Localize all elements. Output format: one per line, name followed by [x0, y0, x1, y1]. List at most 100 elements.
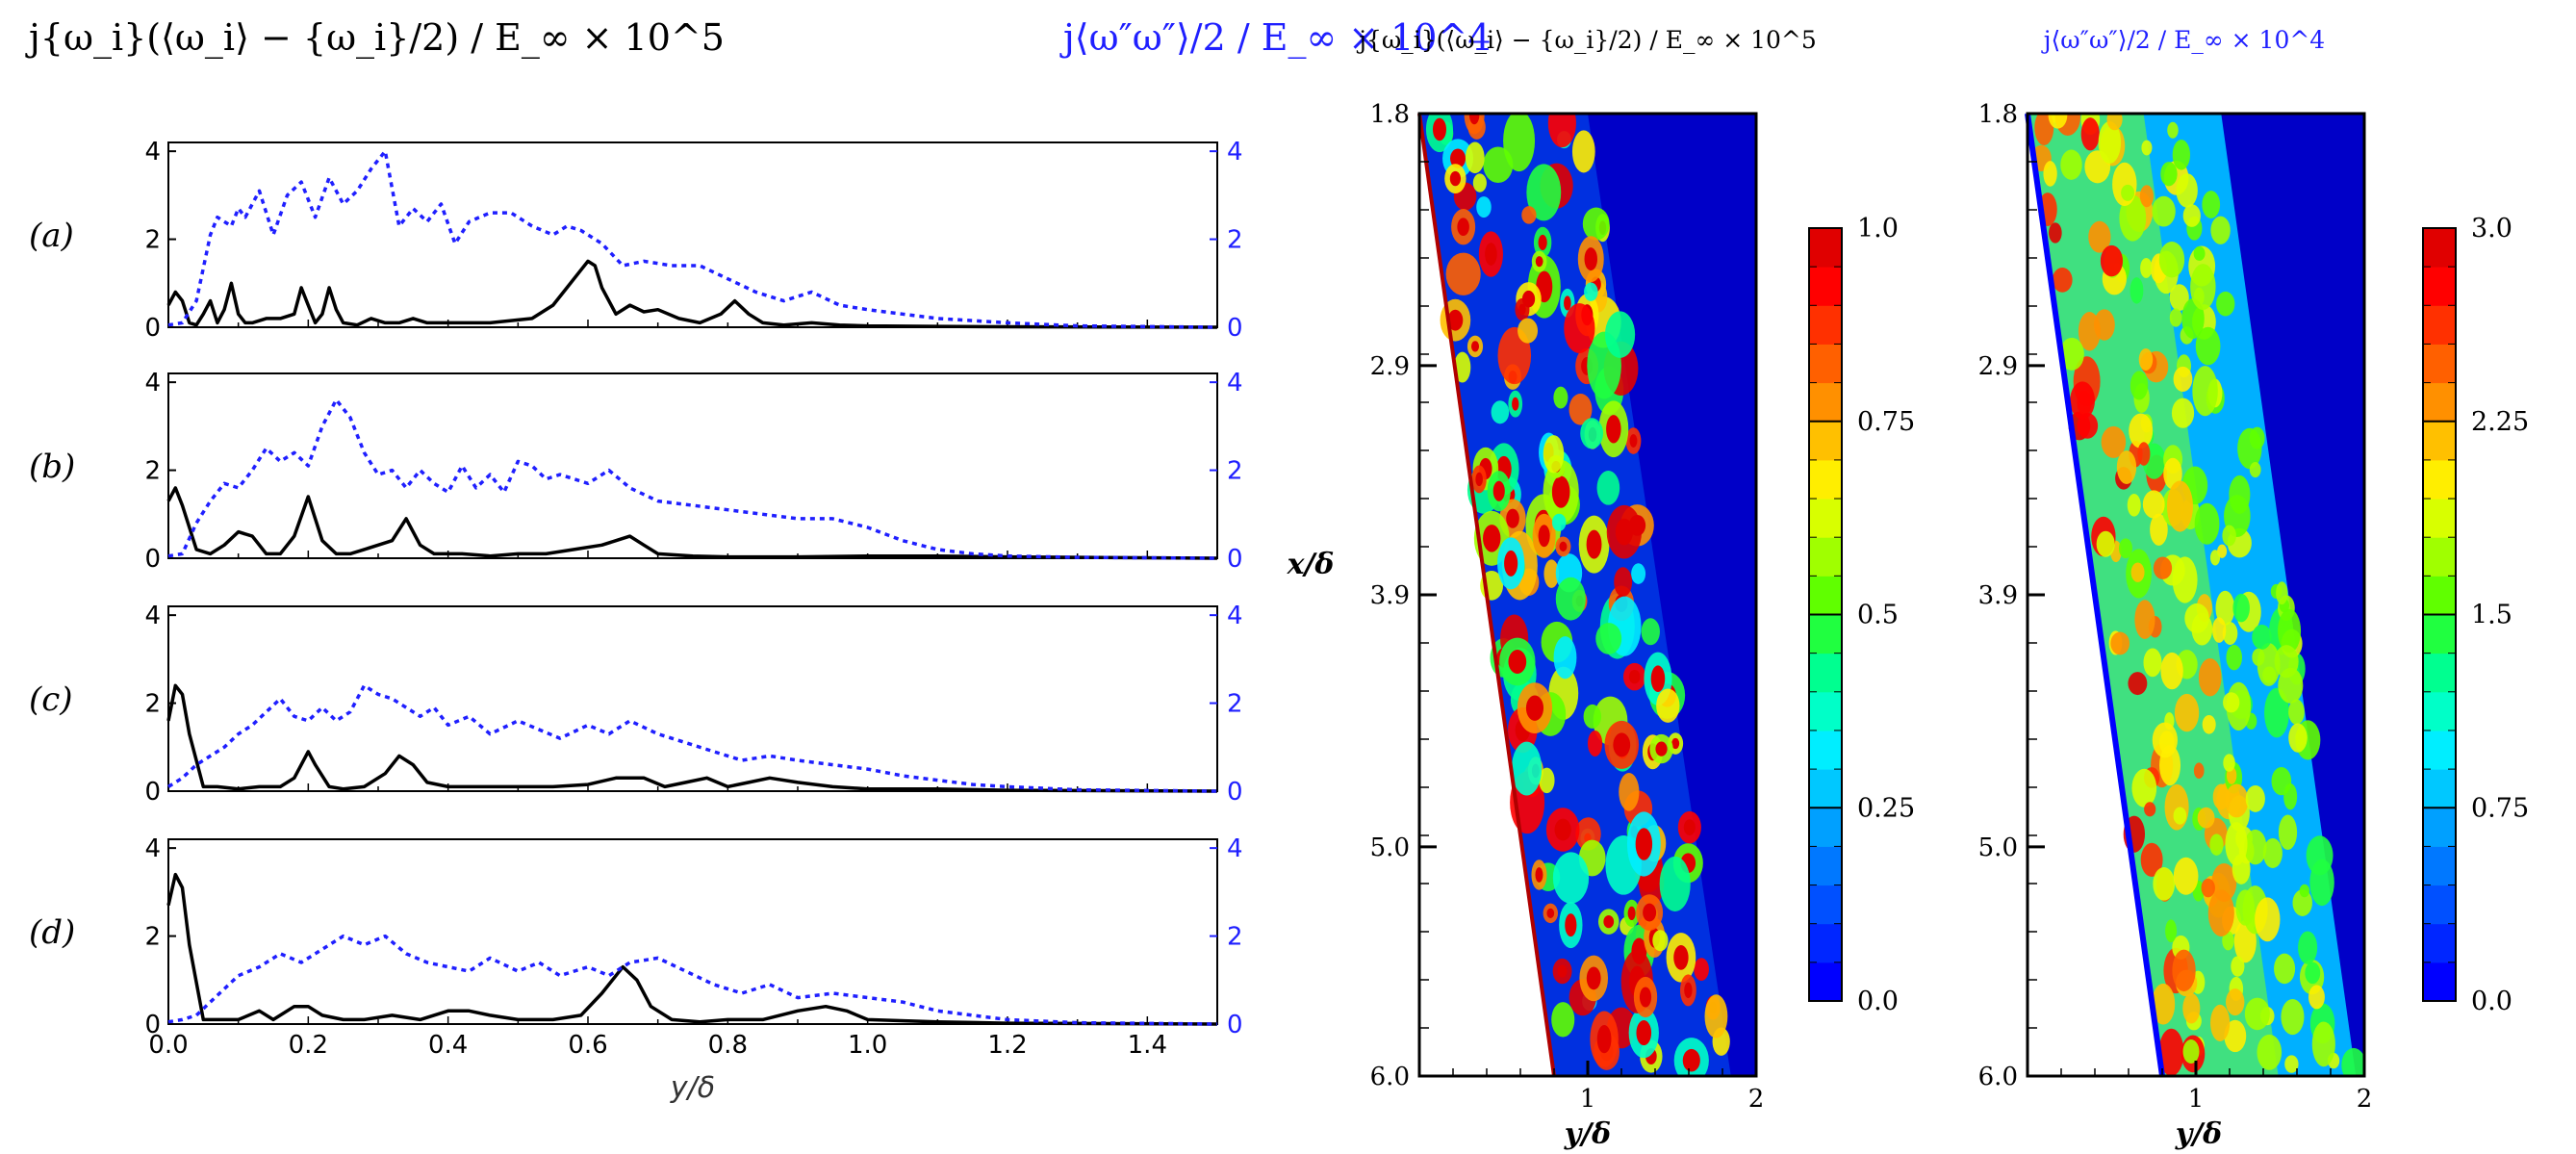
contour-blob [2118, 538, 2133, 559]
contour-blob [2278, 608, 2302, 654]
contour-blob [2110, 631, 2130, 655]
y-tick-label-left: 4 [144, 602, 161, 630]
contour-blob [2210, 216, 2231, 244]
y-tick-label-right: 0 [1227, 314, 1243, 343]
contour-blob [2262, 837, 2283, 868]
colorbar-level [1809, 344, 1842, 384]
x-tick-label: 2 [1748, 1085, 1765, 1114]
contour-blob [2106, 114, 2123, 131]
contour-blob [1521, 206, 1537, 224]
colorbar-level [1809, 691, 1842, 731]
contour-blob [2202, 714, 2216, 734]
y-tick-label: 3.9 [1978, 581, 2018, 610]
contour-blob-core [1636, 1020, 1652, 1046]
contour-blob [2171, 397, 2195, 428]
colorbar-level [1809, 614, 1842, 654]
series-line-black [166, 486, 1218, 560]
contour-blob [2152, 195, 2176, 227]
y-tick-label: 5.0 [1370, 833, 1410, 862]
contour-blob [2172, 556, 2198, 603]
contour-blob [2070, 381, 2096, 420]
contour-blob [1551, 1002, 1575, 1038]
contour-blob-core [1628, 670, 1641, 684]
contour-blob [2153, 556, 2173, 579]
contour-blob-core [1447, 309, 1464, 331]
line-panel-a: (a) 0 2 4 0 2 4 [29, 138, 1243, 343]
colorbar-level [1809, 228, 1842, 268]
contour-blob [2209, 1004, 2231, 1041]
contour-blob [2043, 161, 2057, 187]
y-tick-label-left: 4 [144, 369, 161, 397]
contour-left-x-axis-label: y/δ [1564, 1117, 1611, 1151]
line-panel-b: (b) 0 2 4 0 2 4 [29, 369, 1243, 574]
contour-blob [2195, 326, 2221, 366]
colorbar-level [1809, 537, 1842, 577]
line-title-blue: j⟨ω″ω″⟩/2 / E_∞ × 10^4 [1059, 16, 1492, 60]
panel-label: (c) [29, 680, 73, 719]
contour-blob [2158, 1028, 2184, 1076]
y-tick-label-right: 0 [1227, 545, 1243, 574]
contour-blob [2274, 953, 2296, 985]
contour-blob [1596, 470, 1620, 505]
series-line-black [166, 259, 1218, 329]
contour-blob-core [1635, 828, 1653, 860]
y-tick-label: 1.8 [1978, 100, 2018, 129]
contour-blob [1583, 704, 1602, 729]
contour-blob [2096, 530, 2115, 557]
colorbar-level [1809, 653, 1842, 693]
contour-blob [1503, 114, 1536, 172]
contour-blob [2129, 413, 2154, 449]
contour-blob [2134, 600, 2155, 639]
contour-blob [2235, 889, 2256, 926]
contour-blob [1614, 567, 1633, 598]
contour-blob [2245, 784, 2265, 812]
y-tick-label-right: 4 [1227, 369, 1243, 397]
contour-blob [2232, 593, 2250, 623]
colorbar-level [1809, 808, 1842, 847]
contour-blob [2202, 191, 2221, 218]
line-panel-c: (c) 0 2 4 0 2 4 [29, 602, 1243, 807]
contour-blob [1445, 252, 1481, 295]
x-tick-label: 1.2 [987, 1031, 1027, 1060]
colorbar-level [1809, 730, 1842, 770]
contour-blob [2152, 722, 2178, 758]
contour-blob [2141, 140, 2153, 156]
contour-blob-core [1535, 867, 1543, 883]
contour-blob [2193, 762, 2205, 780]
y-tick-label-right: 2 [1227, 923, 1243, 952]
contour-blob-core [1450, 148, 1467, 168]
contour-blob [2059, 337, 2084, 371]
contour-blob-core [1586, 966, 1601, 990]
colorbar-tick-label: 0.0 [1857, 987, 1899, 1016]
contour-blob [2225, 822, 2248, 866]
contour-blob-core [1559, 541, 1568, 552]
contour-blob [2231, 956, 2245, 977]
contour-blob [1526, 164, 1562, 221]
colorbar-level [2423, 885, 2456, 925]
y-tick-label-left: 4 [144, 138, 161, 167]
line-title-black: j{ω_i}(⟨ω_i⟩ − {ω_i}/2) / E_∞ × 10^5 [25, 16, 725, 60]
contour-blob [2098, 121, 2122, 164]
colorbar-tick-label: 2.25 [2471, 407, 2529, 437]
contour-blob [2209, 550, 2221, 566]
x-tick-label: 1 [1580, 1085, 1596, 1114]
contour-blob-core [1551, 475, 1570, 508]
contour-blob [2169, 308, 2182, 327]
contour-blob-core [1596, 1025, 1612, 1054]
contour-blob-core [1671, 737, 1680, 750]
contour-blob [2131, 768, 2157, 808]
contour-blob [1652, 930, 1669, 952]
colorbar-level [2423, 808, 2456, 847]
colorbar-level [2423, 691, 2456, 731]
contour-blob-core [1650, 665, 1666, 693]
contour-blob-core [1586, 529, 1602, 559]
colorbar-tick-label: 3.0 [2471, 214, 2512, 244]
contour-left-title: j{ω_i}(⟨ω_i⟩ − {ω_i}/2) / E_∞ × 10^5 [1356, 26, 1817, 54]
x-tick-label: 1 [2188, 1085, 2205, 1114]
contour-blob-core [1518, 303, 1526, 316]
colorbar-tick-label: 1.5 [2471, 601, 2512, 630]
colorbar-level [1809, 885, 1842, 925]
contour-blob-core [1639, 987, 1652, 1008]
contour-blob [1587, 730, 1603, 757]
contour-blob [2152, 983, 2176, 1025]
